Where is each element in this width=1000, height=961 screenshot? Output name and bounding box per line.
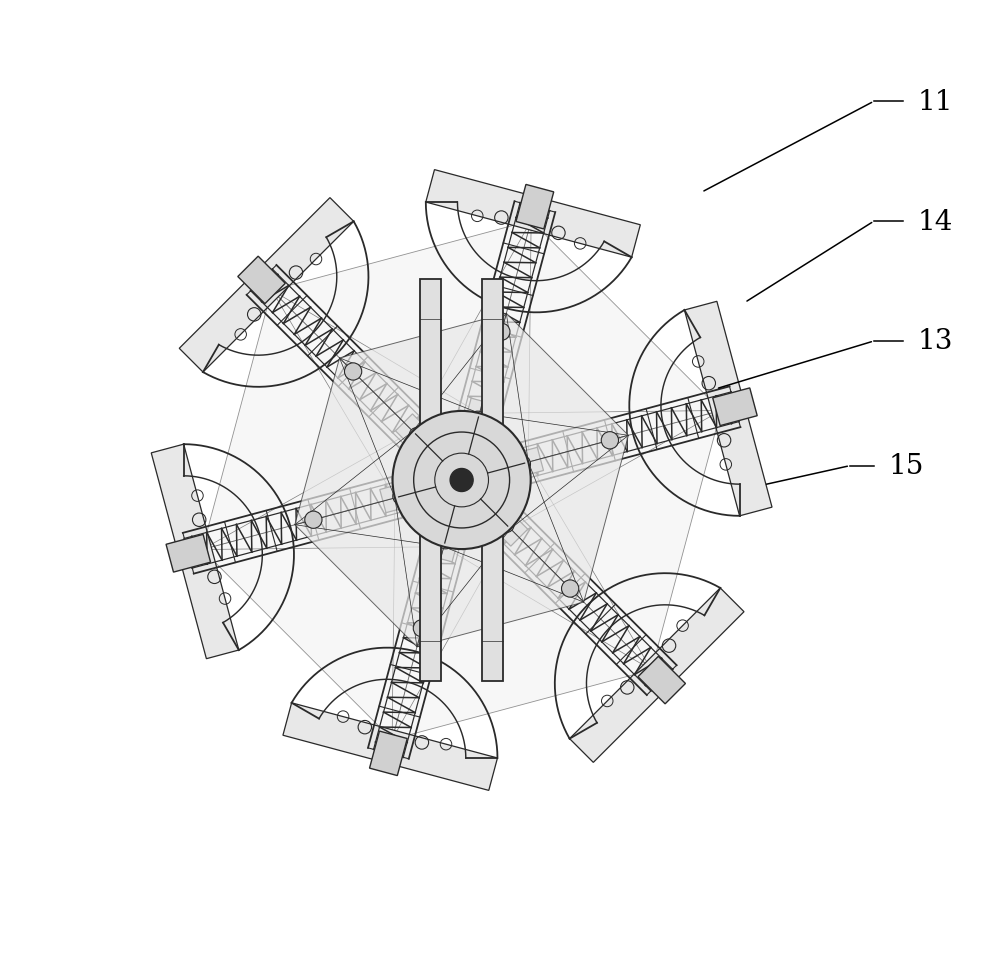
Polygon shape: [713, 388, 757, 426]
Polygon shape: [295, 358, 413, 525]
Circle shape: [393, 488, 410, 505]
Polygon shape: [380, 482, 414, 513]
Circle shape: [437, 532, 454, 550]
Polygon shape: [166, 535, 211, 573]
Polygon shape: [151, 445, 239, 659]
Polygon shape: [480, 221, 721, 462]
Circle shape: [493, 324, 510, 341]
Polygon shape: [510, 411, 721, 670]
Polygon shape: [516, 185, 554, 230]
Polygon shape: [480, 314, 628, 462]
Polygon shape: [490, 509, 528, 547]
Text: 11: 11: [917, 88, 953, 115]
Circle shape: [409, 428, 426, 445]
Polygon shape: [283, 703, 497, 791]
Circle shape: [562, 580, 579, 598]
Circle shape: [469, 411, 486, 429]
Polygon shape: [179, 198, 354, 373]
Bar: [482, 280, 503, 681]
Polygon shape: [684, 302, 772, 516]
Polygon shape: [464, 399, 494, 432]
Circle shape: [413, 620, 431, 637]
Polygon shape: [202, 499, 444, 740]
Text: 15: 15: [888, 453, 924, 480]
Polygon shape: [395, 414, 433, 452]
Polygon shape: [370, 731, 407, 776]
Text: 14: 14: [917, 209, 953, 235]
Circle shape: [497, 516, 514, 533]
Polygon shape: [272, 221, 531, 431]
Bar: [420, 280, 441, 681]
Polygon shape: [426, 170, 640, 258]
Polygon shape: [392, 530, 652, 740]
Polygon shape: [510, 436, 628, 603]
Polygon shape: [638, 656, 685, 704]
Polygon shape: [238, 257, 285, 305]
Polygon shape: [570, 588, 744, 763]
Polygon shape: [340, 314, 506, 431]
Circle shape: [450, 469, 473, 492]
Polygon shape: [417, 530, 584, 647]
Circle shape: [344, 363, 362, 381]
Polygon shape: [429, 529, 460, 562]
Circle shape: [601, 432, 619, 450]
Text: 13: 13: [917, 328, 953, 355]
Polygon shape: [509, 448, 543, 479]
Circle shape: [305, 511, 322, 529]
Polygon shape: [295, 499, 444, 647]
Circle shape: [513, 456, 530, 473]
Circle shape: [393, 411, 531, 550]
Polygon shape: [202, 291, 413, 550]
